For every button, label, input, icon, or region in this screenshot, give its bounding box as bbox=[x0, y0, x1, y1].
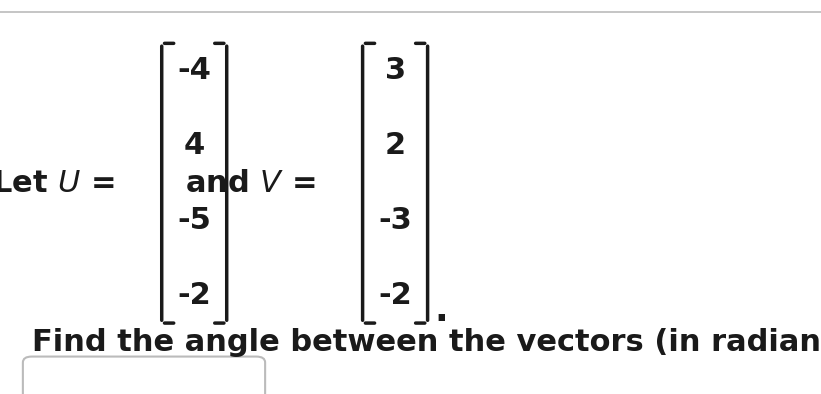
Text: Find the angle between the vectors (in radians).: Find the angle between the vectors (in r… bbox=[32, 328, 821, 357]
Text: and $V$ =: and $V$ = bbox=[185, 169, 315, 198]
Text: -2: -2 bbox=[378, 281, 412, 310]
FancyBboxPatch shape bbox=[23, 357, 265, 394]
Text: -5: -5 bbox=[177, 206, 211, 235]
Text: 4: 4 bbox=[184, 131, 205, 160]
Text: -3: -3 bbox=[378, 206, 412, 235]
Text: Let $U$ =: Let $U$ = bbox=[0, 169, 114, 198]
Text: -4: -4 bbox=[177, 56, 211, 85]
Text: -2: -2 bbox=[177, 281, 211, 310]
Text: .: . bbox=[434, 294, 448, 328]
Text: 3: 3 bbox=[384, 56, 406, 85]
Text: 2: 2 bbox=[384, 131, 406, 160]
